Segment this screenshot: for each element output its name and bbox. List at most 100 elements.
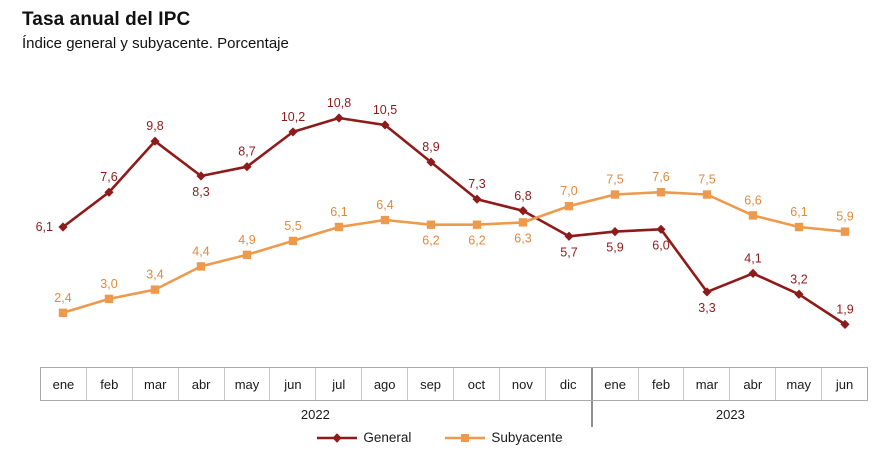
month-labels-row: ene feb mar abr may jun jul ago sep oct nov dic ene f… <box>40 367 868 401</box>
data-point-marker <box>702 190 712 199</box>
data-point-marker <box>380 215 390 225</box>
data-label: 6,1 <box>36 220 53 234</box>
x-axis-month-cell: ene <box>41 368 87 400</box>
data-label: 7,6 <box>100 170 117 184</box>
data-point-marker <box>196 262 206 271</box>
data-point-marker <box>334 222 344 232</box>
x-axis-month-cell: jun <box>270 368 317 400</box>
data-label: 6,6 <box>744 193 761 207</box>
diamond-marker <box>317 432 358 443</box>
x-axis-month-cell: feb <box>639 368 685 400</box>
data-label: 1,9 <box>836 302 853 316</box>
data-point-marker <box>840 227 850 236</box>
square-marker <box>445 433 486 442</box>
data-point-marker <box>656 224 666 234</box>
data-point-marker <box>242 250 252 260</box>
legend-item-subyacente[interactable]: Subyacente <box>445 430 563 445</box>
x-axis-table: ene feb mar abr may jun jul ago sep oct nov dic ene f… <box>40 367 868 427</box>
legend-label: Subyacente <box>491 430 563 445</box>
x-axis-month-cell: feb <box>87 368 133 400</box>
data-label: 6,2 <box>468 234 485 248</box>
data-point-marker <box>150 136 160 146</box>
page-subtitle: Índice general y subyacente. Porcentaje <box>22 34 289 52</box>
chart-legend: General Subyacente <box>0 430 880 445</box>
x-axis-month-cell: ene <box>590 368 639 400</box>
data-point-marker <box>748 268 758 278</box>
data-label: 8,9 <box>422 140 439 154</box>
x-axis-month-cell: mar <box>133 368 179 400</box>
data-label: 3,2 <box>790 272 807 286</box>
data-point-marker <box>288 127 298 137</box>
x-axis-month-cell: abr <box>730 368 777 400</box>
data-point-marker <box>518 218 528 227</box>
data-label: 5,9 <box>606 241 623 255</box>
data-label: 7,5 <box>606 173 623 187</box>
data-label: 2,4 <box>54 291 71 305</box>
data-label: 9,8 <box>146 119 163 133</box>
legend-label: General <box>363 430 412 445</box>
x-axis-month-cell: may <box>225 368 271 400</box>
data-label: 4,1 <box>744 251 761 265</box>
x-axis-year-label: 2023 <box>590 401 868 427</box>
data-point-marker <box>610 190 620 199</box>
data-point-marker <box>196 171 206 181</box>
data-label: 7,3 <box>468 177 485 191</box>
data-label: 6,1 <box>330 205 347 219</box>
data-point-marker <box>150 285 160 294</box>
series-line-subyacente <box>62 190 846 315</box>
data-label: 7,5 <box>698 173 715 187</box>
data-point-marker <box>58 222 68 232</box>
data-label: 6,3 <box>514 231 531 245</box>
x-axis-month-cell: jun <box>835 376 854 392</box>
data-point-marker <box>426 220 436 229</box>
data-point-marker <box>518 206 528 216</box>
data-point-marker <box>380 120 390 130</box>
x-axis-month-cell: oct <box>454 368 500 400</box>
data-label: 4,4 <box>192 244 209 258</box>
series-line-general <box>62 116 846 326</box>
data-point-marker <box>104 187 114 197</box>
data-point-marker <box>794 222 804 232</box>
data-point-marker <box>564 201 574 211</box>
data-point-marker <box>104 294 114 304</box>
data-point-marker <box>840 319 850 330</box>
x-axis-month-cell: sep <box>408 368 455 400</box>
data-point-marker <box>564 231 574 241</box>
data-point-marker <box>472 220 482 229</box>
data-point-marker <box>656 188 666 197</box>
chart-header: Tasa anual del IPC Índice general y suby… <box>22 8 289 53</box>
data-label: 6,8 <box>514 189 531 203</box>
data-label: 8,3 <box>192 185 209 199</box>
data-label: 10,5 <box>373 103 397 117</box>
page-title: Tasa anual del IPC <box>22 9 191 30</box>
data-label: 3,0 <box>100 277 117 291</box>
legend-item-general[interactable]: General <box>317 430 411 445</box>
data-label: 7,0 <box>560 184 577 198</box>
data-label: 5,9 <box>836 210 853 224</box>
x-axis-month-cell: ago <box>362 368 409 400</box>
data-label: 6,2 <box>422 234 439 248</box>
data-label: 3,4 <box>146 268 163 282</box>
data-point-marker <box>426 157 436 167</box>
data-point-marker <box>702 287 712 297</box>
x-axis-month-cell: nov <box>500 368 546 400</box>
x-axis-year-label: 2022 <box>300 406 330 422</box>
data-point-marker <box>288 236 298 246</box>
data-label: 10,2 <box>281 110 305 124</box>
data-point-marker <box>794 289 804 299</box>
data-label: 7,6 <box>652 170 669 184</box>
data-point-marker <box>748 211 758 220</box>
x-axis-month-cell: mar <box>684 368 731 400</box>
x-axis-month-cell: abr <box>179 368 225 400</box>
data-label: 8,7 <box>238 145 255 159</box>
data-label: 4,9 <box>238 233 255 247</box>
data-label: 6,0 <box>652 238 669 252</box>
data-label: 3,3 <box>698 301 715 315</box>
x-axis-month-cell: jul <box>316 368 363 400</box>
x-axis-month-cell: dic <box>546 368 592 400</box>
year-labels-row: 2022 2023 <box>40 401 868 427</box>
data-label: 10,8 <box>327 96 351 110</box>
data-point-marker <box>334 113 344 123</box>
